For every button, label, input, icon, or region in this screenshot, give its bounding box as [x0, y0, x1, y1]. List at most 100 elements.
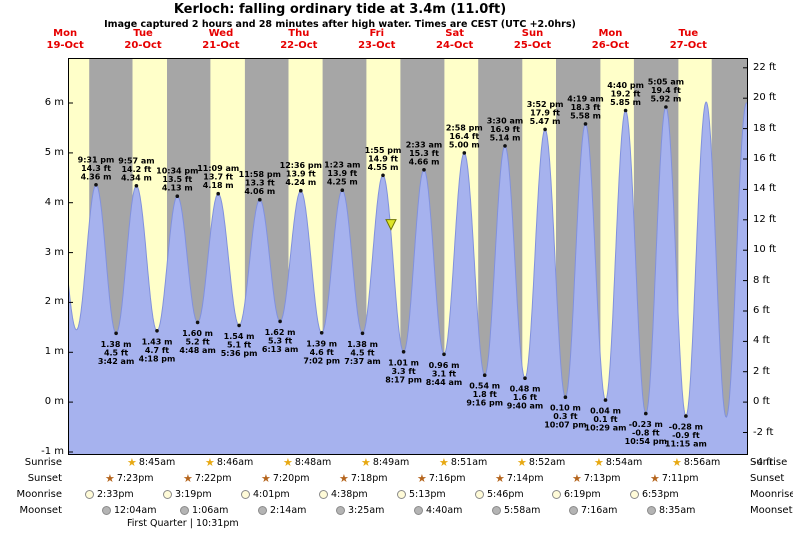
- plot-border: [68, 58, 748, 455]
- sunset-time: 7:23pm: [116, 473, 154, 484]
- high-tide-label: 15.3 ft: [409, 149, 439, 158]
- sunset-icon: ★: [105, 472, 115, 485]
- high-tide-label: 4.66 m: [409, 157, 440, 166]
- low-tide-label: 6:13 am: [262, 345, 298, 354]
- moonset-time: 8:35am: [659, 505, 696, 516]
- sunrise-icon: ★: [672, 456, 682, 469]
- tide-extreme-dot: [216, 191, 220, 196]
- low-tide-label: 5.1 ft: [227, 340, 251, 349]
- sunrise-icon: ★: [283, 456, 293, 469]
- sunrise-entry: ★ 8:49am: [361, 456, 409, 469]
- moonset-time: 5:58am: [504, 505, 541, 516]
- sunset-entry: ★ 7:20pm: [261, 472, 310, 485]
- tide-extreme-dot: [360, 331, 365, 336]
- low-tide-label: 4.5 ft: [350, 348, 374, 357]
- low-tide-label: 1.8 ft: [473, 390, 497, 399]
- moonset-time: 3:25am: [348, 505, 385, 516]
- low-tide-label: 0.04 m: [590, 407, 621, 416]
- high-tide-label: 9:57 am: [118, 156, 154, 165]
- low-tide-label: 0.10 m: [550, 404, 581, 413]
- low-tide-label: 1.38 m: [101, 340, 132, 349]
- moonrise-icon: [85, 490, 94, 499]
- sunrise-icon: ★: [361, 456, 371, 469]
- y-axis-right-label: 12 ft: [753, 213, 777, 225]
- high-tide-label: 9:31 pm: [78, 155, 115, 164]
- sunrise-entry: ★ 8:45am: [127, 456, 175, 469]
- moonrise-icon: [475, 490, 484, 499]
- sunrise-time: 8:49am: [372, 457, 410, 468]
- high-tide-label: 2:58 pm: [446, 123, 483, 132]
- sunset-label-left: Sunset: [27, 473, 62, 484]
- tide-extreme-dot: [155, 329, 159, 333]
- sunset-entry: ★ 7:18pm: [339, 472, 388, 485]
- high-tide-label: 3:30 am: [487, 116, 523, 125]
- low-tide-label: 11:15 am: [665, 440, 707, 449]
- low-tide-label: 8:44 am: [426, 378, 462, 387]
- low-tide-label: 4.7 ft: [145, 346, 169, 355]
- moonset-time: 7:16am: [581, 505, 618, 516]
- high-tide-label: 19.2 ft: [611, 90, 641, 99]
- sunrise-label-right: Sunrise: [750, 457, 788, 468]
- moonrise-entry: 6:19pm: [552, 488, 601, 501]
- sunrise-icon: ★: [517, 456, 527, 469]
- day-label: Sun 25-Oct: [513, 28, 552, 51]
- low-tide-label: 10:29 am: [585, 424, 627, 433]
- high-tide-label: 17.9 ft: [530, 108, 560, 117]
- moonset-icon: [258, 506, 267, 515]
- high-tide-label: 5.47 m: [530, 117, 561, 126]
- moonset-entry: 2:14am: [258, 504, 306, 517]
- tide-extreme-dot: [258, 197, 262, 202]
- low-tide-label: 5.2 ft: [185, 337, 209, 346]
- sunset-entry: ★ 7:11pm: [650, 472, 699, 485]
- y-axis-left-label: -1 m: [41, 445, 64, 457]
- moonset-time: 4:40am: [426, 505, 463, 516]
- moonrise-entry: 3:19pm: [163, 488, 212, 501]
- sunset-time: 7:16pm: [428, 473, 466, 484]
- tide-extreme-dot: [134, 184, 139, 188]
- low-tide-label: 4:18 pm: [139, 354, 176, 363]
- moonrise-icon: [552, 490, 561, 499]
- sunrise-entry: ★ 8:51am: [439, 456, 487, 469]
- moonset-icon: [180, 506, 189, 515]
- high-tide-label: 4.24 m: [285, 178, 316, 187]
- tide-extreme-dot: [563, 395, 568, 400]
- y-axis-right-label: 18 ft: [753, 122, 777, 134]
- tide-extreme-dot: [195, 320, 200, 325]
- low-tide-label: 10:07 pm: [544, 421, 586, 430]
- high-tide-label: 4.34 m: [121, 173, 152, 182]
- y-axis-left-label: 1 m: [44, 346, 64, 358]
- day-label: Tue 20-Oct: [124, 28, 162, 51]
- moonset-entry: 7:16am: [569, 504, 617, 517]
- low-tide-label: 0.3 ft: [553, 412, 577, 421]
- y-axis-right-label: 2 ft: [753, 365, 770, 377]
- high-tide-label: 19.4 ft: [651, 86, 681, 95]
- day-label: Wed 21-Oct: [202, 28, 240, 51]
- sunset-entry: ★ 7:13pm: [572, 472, 621, 485]
- moonset-label-right: Moonset: [750, 505, 793, 516]
- y-axis-right-label: -4 ft: [753, 456, 774, 468]
- moonset-icon: [102, 506, 111, 515]
- sunrise-time: 8:56am: [683, 457, 721, 468]
- moonrise-time: 2:33pm: [97, 489, 134, 500]
- moonrise-time: 5:13pm: [409, 489, 446, 500]
- day-label: Mon 26-Oct: [591, 28, 630, 51]
- moonset-time: 1:06am: [192, 505, 229, 516]
- moonrise-entry: 4:38pm: [319, 488, 368, 501]
- tide-extreme-dot: [401, 350, 406, 354]
- low-tide-label: 1.38 m: [347, 340, 378, 349]
- high-tide-label: 16.4 ft: [449, 132, 479, 141]
- low-tide-label: 9:16 pm: [466, 399, 503, 408]
- high-tide-label: 5.85 m: [610, 98, 641, 107]
- moonset-label-left: Moonset: [19, 505, 63, 516]
- moonset-time: 2:14am: [270, 505, 307, 516]
- tide-extreme-dot: [175, 194, 180, 198]
- moon-phase: First Quarter | 10:31pm: [127, 518, 239, 529]
- high-tide-label: 13.5 ft: [162, 175, 192, 184]
- moonrise-entry: 5:13pm: [397, 488, 446, 501]
- sunrise-time: 8:54am: [605, 457, 643, 468]
- high-tide-label: 14.2 ft: [121, 165, 151, 174]
- tide-extreme-dot: [623, 108, 628, 113]
- moonset-icon: [336, 506, 345, 515]
- day-label: Fri 23-Oct: [358, 28, 396, 51]
- high-tide-label: 14.9 ft: [368, 154, 398, 163]
